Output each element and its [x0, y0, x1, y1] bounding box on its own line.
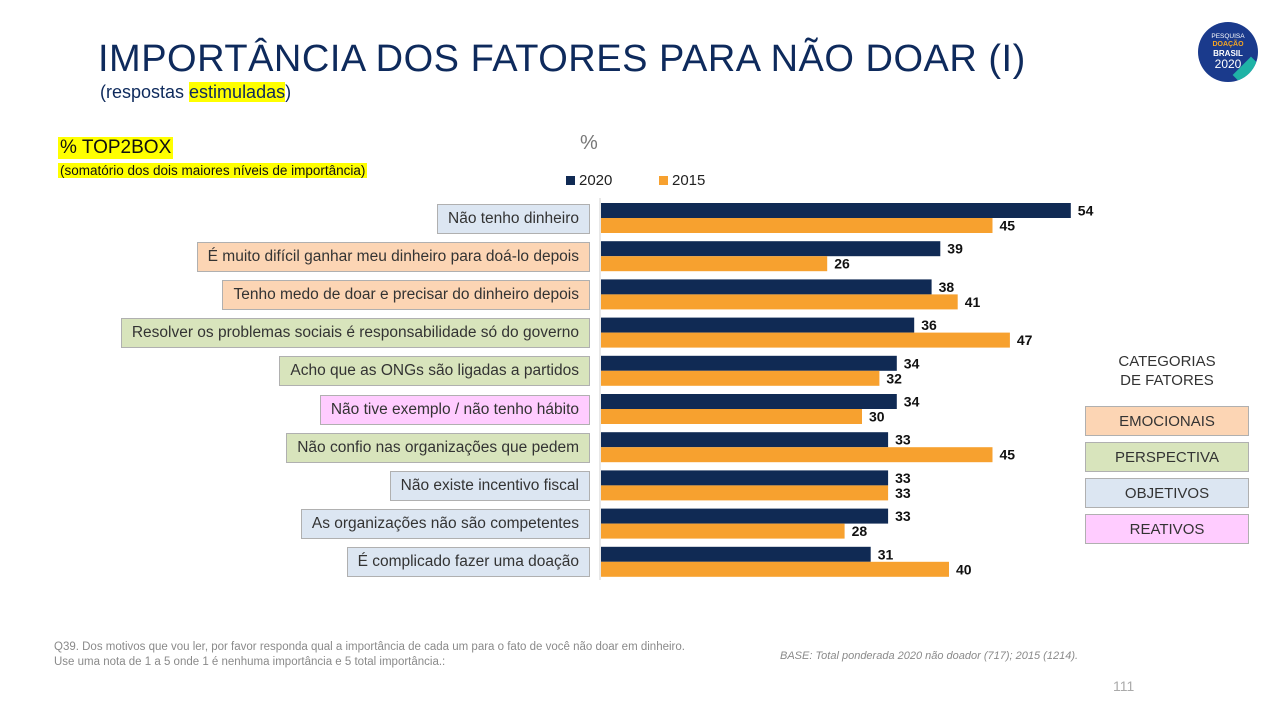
legend-swatch-2015	[659, 176, 668, 185]
logo-line-2: DOAÇÃO	[1212, 41, 1244, 48]
bar-2015	[601, 256, 828, 272]
category-label: Acho que as ONGs são ligadas a partidos	[279, 356, 590, 387]
bar-2020	[601, 432, 889, 448]
category-label: Não tive exemplo / não tenho hábito	[319, 394, 590, 425]
categories-legend-title-line1: CATEGORIAS	[1118, 353, 1216, 370]
bar-2020	[601, 279, 932, 295]
legend-label-2020: 2020	[579, 172, 613, 189]
subtitle-open: (respostas	[100, 82, 190, 102]
logo-line-3: BRASIL	[1213, 49, 1243, 58]
data-label-2015: 47	[1017, 332, 1033, 348]
bar-2015	[601, 294, 958, 310]
categories-legend-title-line2: DE FATORES	[1120, 372, 1214, 389]
data-label-2015: 45	[1000, 447, 1016, 463]
bar-2020	[601, 546, 871, 562]
logo-line-4: 2020	[1214, 57, 1242, 71]
category-label: É complicado fazer uma doação	[346, 547, 590, 578]
data-label-2015: 41	[965, 294, 981, 310]
bar-2020	[601, 317, 915, 333]
bar-2015	[601, 332, 1010, 348]
data-label-2020: 33	[895, 470, 911, 486]
legend-item-2020: 2020	[566, 172, 612, 189]
data-label-2020: 39	[947, 241, 963, 257]
category-label: É muito difícil ganhar meu dinheiro para…	[196, 241, 590, 272]
page-number: 111	[1113, 678, 1135, 694]
category-label: As organizações não são competentes	[300, 509, 590, 540]
legend-item-2015: 2015	[659, 172, 705, 189]
category-legend-reativos: REATIVOS	[1085, 514, 1249, 544]
bar-2015	[601, 409, 862, 424]
bar-2020	[601, 470, 889, 486]
category-label: Não confio nas organizações que pedem	[286, 432, 590, 463]
logo-line-1: PESQUISA	[1211, 33, 1245, 40]
category-label: Resolver os problemas sociais é responsa…	[120, 318, 590, 349]
unit-label: %	[580, 132, 598, 154]
categories-legend-title: CATEGORIAS DE FATORES	[1085, 352, 1249, 390]
page-subtitle: (respostas estimuladas)	[100, 82, 291, 103]
bar-2020	[601, 394, 897, 409]
data-label-2020: 33	[895, 508, 911, 524]
bar-2015	[601, 485, 889, 501]
category-label: Não tenho dinheiro	[437, 203, 590, 234]
bar-2015	[601, 218, 993, 233]
bar-2020	[601, 355, 897, 371]
legend-label-2015: 2015	[672, 172, 706, 189]
bar-2020	[601, 203, 1071, 218]
bar-2020	[601, 241, 941, 257]
category-label: Tenho medo de doar e precisar do dinheir…	[222, 279, 590, 310]
bar-2015	[601, 447, 993, 463]
data-label-2015: 45	[1000, 218, 1016, 234]
base-footnote: BASE: Total ponderada 2020 não doador (7…	[780, 650, 1079, 662]
page-title: IMPORTÂNCIA DOS FATORES PARA NÃO DOAR (I…	[98, 38, 1026, 80]
pesquisa-doacao-brasil-logo: PESQUISA DOAÇÃO BRASIL 2020	[1198, 22, 1258, 82]
category-label: Não existe incentivo fiscal	[389, 470, 590, 501]
data-label-2015: 40	[956, 561, 972, 577]
question-footnote: Q39. Dos motivos que vou ler, por favor …	[54, 641, 685, 668]
data-label-2020: 33	[895, 432, 911, 448]
data-label-2020: 34	[904, 394, 920, 410]
legend-swatch-2020	[566, 176, 575, 185]
bar-2015	[601, 370, 880, 386]
data-label-2015: 33	[895, 485, 911, 501]
data-label-2020: 54	[1078, 203, 1094, 219]
data-label-2020: 36	[921, 317, 937, 333]
measure-sublabel: (somatório dos dois maiores níveis de im…	[58, 163, 368, 178]
measure-label: % TOP2BOX	[58, 137, 174, 159]
subtitle-close: )	[285, 82, 292, 102]
data-label-2020: 38	[939, 279, 955, 295]
category-legend-perspectiva: PERSPECTIVA	[1085, 442, 1249, 472]
data-label-2015: 30	[869, 409, 885, 425]
data-label-2015: 28	[852, 523, 868, 539]
data-label-2015: 26	[834, 256, 850, 272]
category-legend-emocionais: EMOCIONAIS	[1085, 406, 1249, 436]
bar-2015	[601, 561, 949, 577]
data-label-2020: 31	[878, 546, 894, 562]
data-label-2015: 32	[886, 370, 902, 386]
bar-2015	[601, 523, 845, 539]
bar-2020	[601, 508, 889, 524]
subtitle-highlight: estimuladas	[189, 82, 286, 102]
category-legend-objetivos: OBJETIVOS	[1085, 478, 1249, 508]
data-label-2020: 34	[904, 355, 920, 371]
